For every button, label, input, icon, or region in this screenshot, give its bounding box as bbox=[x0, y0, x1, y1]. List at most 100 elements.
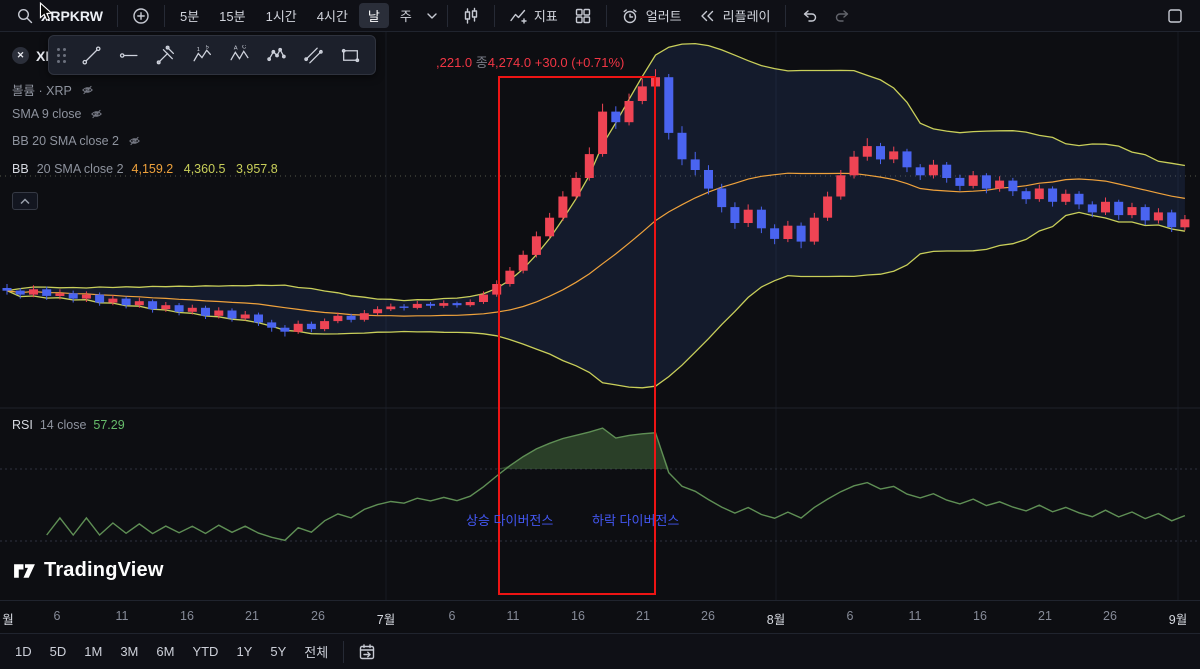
chevron-up-icon bbox=[20, 197, 30, 204]
chevron-down-icon bbox=[427, 13, 437, 19]
toolbar-divider bbox=[343, 640, 345, 663]
symbol-search-button[interactable]: XRPKRW bbox=[8, 3, 111, 29]
range-3m-button[interactable]: 3M bbox=[111, 640, 147, 663]
eye-off-icon[interactable] bbox=[89, 108, 104, 120]
timeframe-1hour[interactable]: 1시간 bbox=[257, 3, 306, 28]
rsi-legend-params: 14 close bbox=[39, 418, 87, 432]
undo-arrow-icon bbox=[803, 9, 816, 22]
range-1m-button[interactable]: 1M bbox=[75, 640, 111, 663]
legend-row-bb-active[interactable]: BB 20 SMA close 2 4,159.2 4,360.5 3,957.… bbox=[12, 162, 285, 176]
time-axis[interactable]: 월 6 11 16 21 26 7월 6 11 16 21 26 8월 6 11 16 21 26 9월 bbox=[0, 600, 1200, 634]
time-axis-label: 월 bbox=[2, 613, 14, 627]
alert-label: 얼러트 bbox=[645, 9, 682, 24]
redo-button[interactable] bbox=[826, 3, 860, 29]
low-value-partial: ,221.0 bbox=[436, 55, 473, 70]
pitchfork-tool-button[interactable] bbox=[148, 40, 182, 70]
bearish-divergence-label[interactable]: 하락 다이버전스 bbox=[592, 513, 680, 528]
legend-collapse-button[interactable] bbox=[12, 192, 38, 210]
toolbar-divider bbox=[784, 4, 786, 27]
range-1d-button[interactable]: 1D bbox=[6, 640, 41, 663]
time-axis-label: 6 bbox=[53, 609, 61, 623]
toolbar-divider bbox=[493, 4, 495, 27]
timeframe-group: 5분 15분 1시간 4시간 날 주 bbox=[171, 3, 441, 28]
time-axis-label: 9월 bbox=[1168, 613, 1188, 627]
timeframe-5min[interactable]: 5분 bbox=[171, 3, 208, 28]
horizontal-ray-tool-button[interactable] bbox=[111, 40, 145, 70]
layout-grid-button[interactable] bbox=[566, 3, 600, 29]
trend-line-tool-button[interactable] bbox=[74, 40, 108, 70]
range-all-button[interactable]: 전체 bbox=[295, 638, 337, 665]
time-axis-label: 21 bbox=[245, 609, 259, 623]
range-6m-button[interactable]: 6M bbox=[147, 640, 183, 663]
timeframe-15min[interactable]: 15분 bbox=[210, 3, 254, 28]
volume-legend-label: 볼륨 · XRP bbox=[12, 84, 72, 98]
rectangle-tool-button[interactable] bbox=[333, 40, 367, 70]
plus-circle-icon bbox=[133, 7, 149, 24]
indicators-button[interactable]: 지표 bbox=[501, 2, 566, 29]
svg-text:1: 1 bbox=[196, 46, 199, 52]
alarm-clock-icon bbox=[623, 8, 637, 23]
alert-button[interactable]: 얼러트 bbox=[613, 2, 690, 29]
layout-grid-icon bbox=[575, 8, 590, 23]
timeframe-dropdown-button[interactable] bbox=[423, 5, 441, 26]
chart-area[interactable]: ✕ XR bbox=[0, 32, 1200, 600]
toolbar-divider bbox=[446, 4, 448, 27]
replay-rewind-icon bbox=[700, 10, 713, 21]
timeframe-1day[interactable]: 날 bbox=[358, 3, 389, 28]
parallel-channel-icon bbox=[303, 47, 323, 63]
trend-line-icon bbox=[81, 45, 101, 65]
calendar-goto-icon bbox=[359, 643, 375, 659]
bb-hidden-legend-label: BB 20 SMA close 2 bbox=[12, 134, 120, 148]
timeframe-1week[interactable]: 주 bbox=[391, 3, 421, 28]
candlestick-icon bbox=[464, 7, 478, 24]
time-axis-label: 16 bbox=[571, 609, 585, 623]
range-5y-button[interactable]: 5Y bbox=[261, 640, 295, 663]
replay-button[interactable]: 리플레이 bbox=[690, 2, 779, 29]
head-and-shoulders-tool-button[interactable] bbox=[259, 40, 293, 70]
goto-date-button[interactable] bbox=[350, 639, 384, 665]
drag-handle-icon[interactable] bbox=[57, 47, 66, 63]
replay-label: 리플레이 bbox=[722, 9, 771, 24]
time-axis-label: 16 bbox=[180, 609, 194, 623]
compare-add-button[interactable] bbox=[124, 3, 158, 29]
bb-legend-params: 20 SMA close 2 bbox=[36, 162, 124, 176]
legend-row-bb-hidden[interactable]: BB 20 SMA close 2 bbox=[12, 134, 142, 148]
time-axis-label: 21 bbox=[636, 609, 650, 623]
time-axis-label: 11 bbox=[908, 609, 922, 623]
bottom-toolbar: 1D 5D 1M 3M 6M YTD 1Y 5Y 전체 bbox=[0, 633, 1200, 669]
toolbar-divider bbox=[116, 4, 118, 27]
time-axis-label: 26 bbox=[701, 609, 715, 623]
rsi-legend-row[interactable]: RSI 14 close 57.29 bbox=[12, 418, 125, 432]
tradingview-logo-icon bbox=[14, 564, 35, 578]
range-5d-button[interactable]: 5D bbox=[41, 640, 76, 663]
svg-text:5: 5 bbox=[205, 45, 208, 51]
bb-legend-title: BB bbox=[12, 162, 29, 176]
pitchfork-icon bbox=[156, 45, 174, 64]
timeframe-4hour[interactable]: 4시간 bbox=[308, 3, 357, 28]
time-axis-label: 26 bbox=[311, 609, 325, 623]
toolbar-divider bbox=[163, 4, 165, 27]
parallel-channel-tool-button[interactable] bbox=[296, 40, 330, 70]
time-axis-label: 6 bbox=[846, 609, 854, 623]
toolbar-divider bbox=[605, 4, 607, 27]
range-ytd-button[interactable]: YTD bbox=[183, 640, 227, 663]
bb-lower-value: 3,957.8 bbox=[235, 162, 278, 176]
svg-text:A: A bbox=[233, 45, 237, 51]
undo-button[interactable] bbox=[792, 3, 826, 29]
bullish-divergence-label[interactable]: 상승 다이버전스 bbox=[466, 513, 554, 528]
legend-row-sma[interactable]: SMA 9 close bbox=[12, 107, 104, 121]
range-1y-button[interactable]: 1Y bbox=[227, 640, 261, 663]
legend-row-volume[interactable]: 볼륨 · XRP bbox=[12, 80, 95, 99]
chart-style-button[interactable] bbox=[454, 3, 488, 29]
sma-legend-label: SMA 9 close bbox=[12, 107, 82, 121]
indicators-label: 지표 bbox=[533, 9, 558, 24]
fullscreen-button[interactable] bbox=[1158, 3, 1192, 29]
time-axis-label: 21 bbox=[1038, 609, 1052, 623]
time-axis-label: 6 bbox=[448, 609, 456, 623]
eye-off-icon[interactable] bbox=[127, 135, 142, 147]
eye-off-icon[interactable] bbox=[80, 84, 95, 96]
